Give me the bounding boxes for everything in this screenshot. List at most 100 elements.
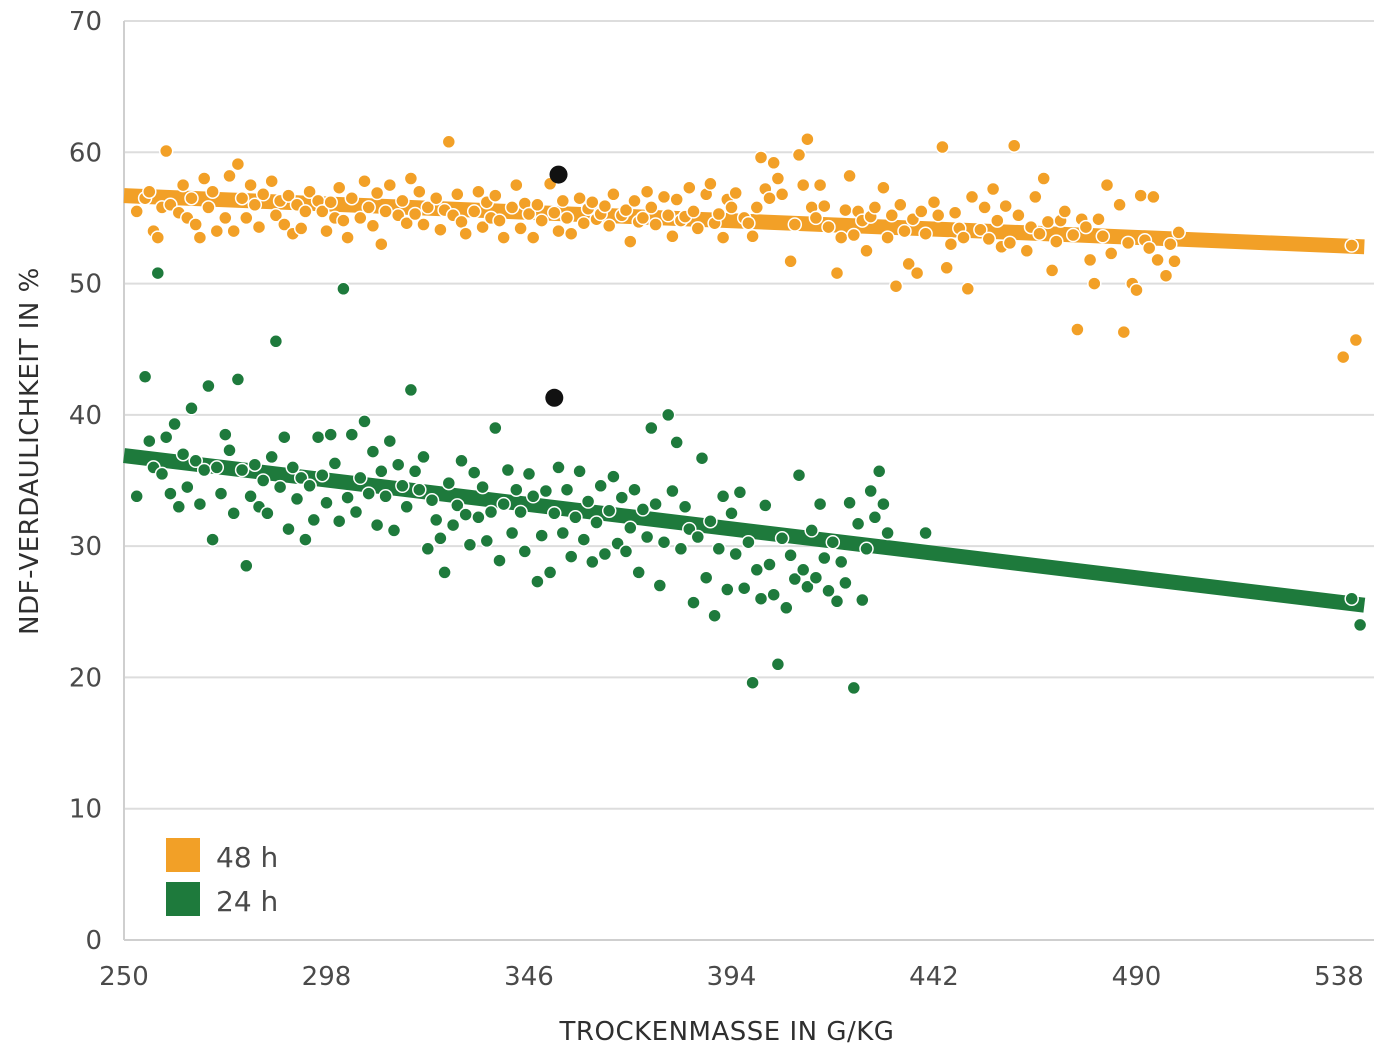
data-point-24h: [336, 281, 351, 297]
data-point-24h: [639, 529, 655, 545]
x-tick-label: 250: [99, 962, 149, 992]
data-point-48h: [1348, 332, 1364, 348]
highlight-point: [545, 388, 564, 407]
data-point-48h: [293, 221, 309, 236]
data-point-48h: [201, 200, 216, 215]
data-point-48h: [277, 217, 292, 232]
data-point-48h: [403, 171, 419, 186]
data-point-24h: [707, 608, 722, 623]
data-point-48h: [1044, 263, 1060, 278]
data-point-24h: [466, 465, 482, 480]
data-point-24h: [310, 429, 326, 445]
data-point-24h: [686, 595, 701, 610]
data-point-48h: [1095, 229, 1111, 244]
x-tick-label: 394: [707, 962, 757, 992]
data-point-48h: [812, 177, 828, 193]
y-tick-label: 20: [69, 663, 102, 693]
data-point-48h: [817, 198, 832, 214]
data-point-48h: [525, 230, 541, 245]
data-point-48h: [686, 204, 701, 219]
data-point-24h: [597, 546, 613, 562]
data-point-48h: [1150, 252, 1165, 268]
data-point-24h: [833, 554, 849, 570]
data-point-24h: [736, 580, 752, 596]
data-point-48h: [981, 231, 997, 247]
data-point-24h: [382, 433, 398, 449]
data-point-24h: [500, 462, 516, 478]
data-point-24h: [534, 528, 549, 543]
data-point-48h: [745, 229, 760, 244]
data-point-48h: [998, 198, 1013, 214]
data-point-48h: [1112, 197, 1127, 213]
trend-line-24h: [123, 448, 1366, 613]
data-point-48h: [876, 180, 891, 195]
data-point-24h: [555, 525, 571, 541]
data-point-48h: [964, 189, 980, 205]
legend-label: 24 h: [216, 885, 278, 918]
data-point-48h: [783, 254, 798, 269]
data-point-48h: [601, 218, 617, 234]
data-point-48h: [888, 278, 904, 294]
data-point-24h: [525, 489, 541, 504]
data-point-48h: [188, 217, 203, 232]
data-point-48h: [458, 226, 473, 241]
data-point-24h: [458, 507, 473, 522]
data-point-24h: [167, 416, 182, 432]
data-point-24h: [378, 489, 393, 504]
data-point-24h: [137, 369, 153, 385]
data-point-48h: [344, 190, 360, 206]
data-point-48h: [420, 200, 436, 215]
data-point-48h: [753, 150, 769, 165]
data-point-24h: [226, 506, 241, 521]
data-point-24h: [665, 483, 680, 499]
data-point-24h: [741, 534, 756, 550]
data-point-24h: [374, 464, 389, 479]
data-point-48h: [821, 219, 836, 235]
data-point-24h: [614, 490, 630, 505]
data-point-48h: [230, 156, 246, 172]
data-point-24h: [386, 523, 402, 538]
data-point-48h: [302, 184, 317, 199]
tick-labels: 0 10 20 30 40 50 60 70 250 298 346 394 442 490 538: [69, 7, 1364, 992]
data-point-48h: [129, 204, 144, 219]
data-point-48h: [791, 147, 807, 163]
data-point-48h: [530, 197, 545, 213]
y-tick-label: 0: [85, 926, 102, 956]
data-point-24h: [669, 435, 684, 450]
data-point-24h: [361, 486, 376, 501]
data-point-24h: [521, 466, 537, 482]
data-point-24h: [475, 479, 490, 495]
data-point-24h: [399, 499, 414, 515]
data-point-48h: [196, 171, 212, 186]
data-point-48h: [690, 221, 706, 236]
data-point-24h: [542, 565, 558, 580]
data-point-24h: [445, 517, 461, 533]
data-point-48h: [762, 190, 777, 206]
data-point-24h: [859, 541, 874, 557]
data-point-48h: [665, 229, 680, 244]
data-point-48h: [960, 281, 976, 297]
data-point-24h: [450, 498, 465, 513]
data-point-48h: [833, 230, 849, 245]
data-point-48h: [340, 230, 355, 245]
data-point-48h: [728, 185, 743, 201]
data-point-24h: [1352, 617, 1368, 633]
data-point-48h: [766, 155, 781, 171]
data-point-24h: [804, 523, 819, 538]
data-point-24h: [454, 453, 469, 469]
data-point-24h: [353, 470, 368, 486]
data-point-48h: [158, 143, 174, 159]
data-point-24h: [264, 449, 279, 465]
data-point-24h: [230, 372, 246, 387]
data-point-48h: [441, 134, 457, 150]
data-point-48h: [741, 215, 756, 231]
data-point-24h: [547, 506, 562, 521]
data-point-24h: [795, 562, 811, 578]
data-point-48h: [1163, 236, 1178, 252]
data-point-48h: [374, 236, 389, 252]
data-point-48h: [1158, 268, 1174, 283]
data-point-48h: [234, 190, 250, 206]
data-point-24h: [720, 582, 735, 597]
data-point-24h: [656, 534, 672, 550]
